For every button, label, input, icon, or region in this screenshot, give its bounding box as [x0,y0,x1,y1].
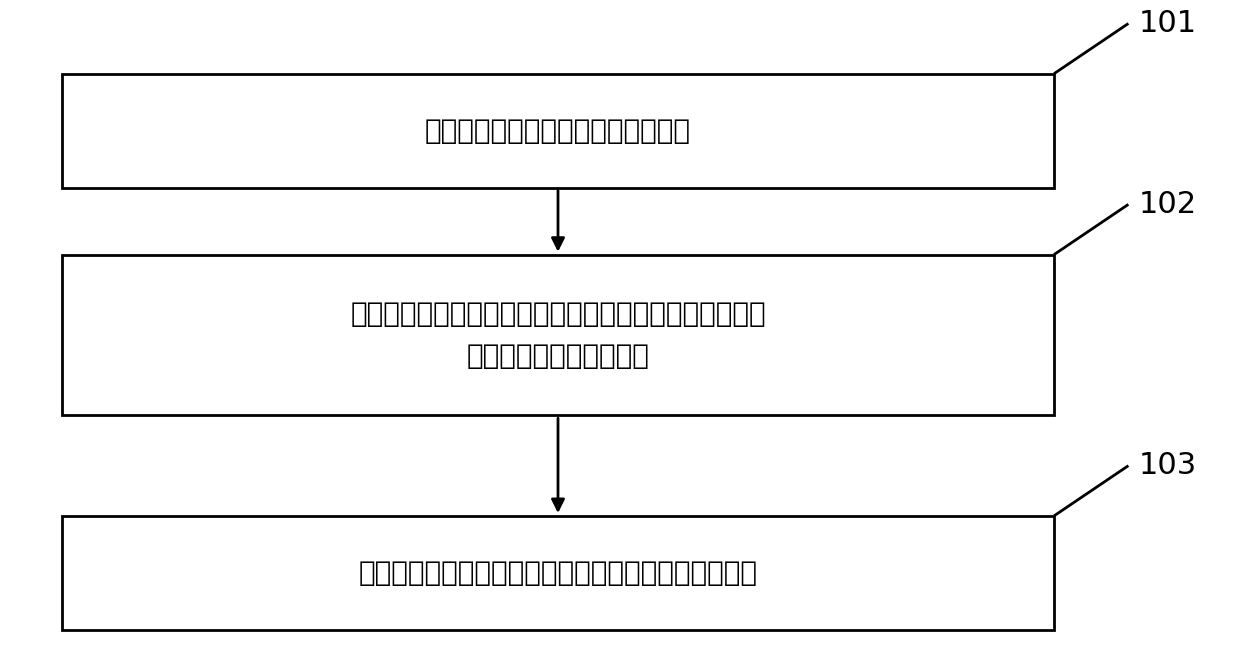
Bar [62,255,1054,415]
Text: 103: 103 [1138,451,1197,480]
Text: 在熄屏状态下将确定后的目标对象在显示屏上进行显示: 在熄屏状态下将确定后的目标对象在显示屏上进行显示 [358,559,758,587]
Text: 获取当前周期内目标区域的气象信息: 获取当前周期内目标区域的气象信息 [425,117,691,145]
Text: 根据气象信息确定对应的待显示信息，并根据待显示信息
确定目标对象的显示属性: 根据气象信息确定对应的待显示信息，并根据待显示信息 确定目标对象的显示属性 [350,300,766,370]
Bar [62,74,1054,188]
Text: 101: 101 [1138,9,1197,38]
Bar [62,516,1054,630]
Text: 102: 102 [1138,190,1197,219]
